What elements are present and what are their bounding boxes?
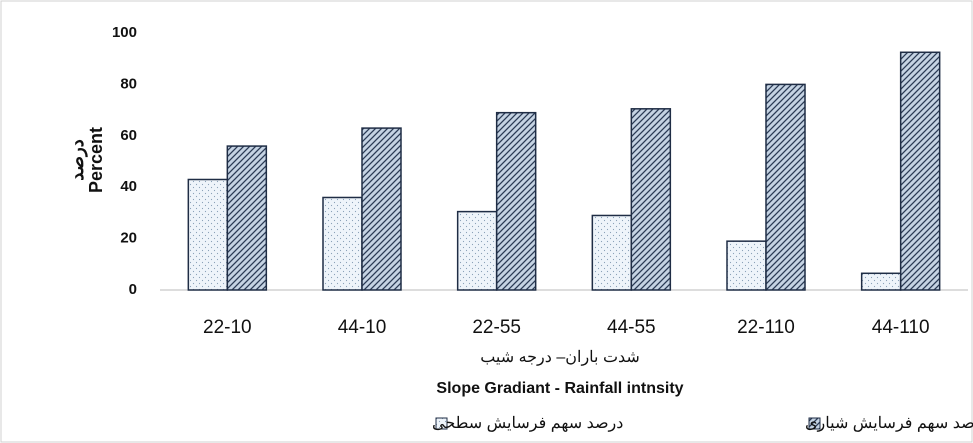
y-axis-title: Percent <box>86 127 106 193</box>
legend-label: درصد سهم فرسایش شیاری <box>805 415 973 432</box>
x-tick-label: 22-10 <box>203 317 252 338</box>
x-axis-title-fa: شدت باران– درجه شیب <box>480 349 640 366</box>
bar <box>187 178 229 291</box>
bar <box>322 196 363 291</box>
legend-swatch <box>435 417 448 430</box>
bar <box>860 272 902 291</box>
bar <box>495 111 537 291</box>
bar <box>765 83 806 291</box>
y-tick-label: 100 <box>112 24 137 41</box>
y-axis-title-fa: درصد <box>67 139 88 180</box>
x-axis-title: Slope Gradiant - Rainfall intnsity <box>436 380 683 397</box>
bar <box>361 127 402 291</box>
bar <box>591 214 633 291</box>
legend-swatch <box>808 417 821 430</box>
x-tick-label: 44-10 <box>338 317 387 338</box>
bar <box>726 240 767 291</box>
x-tick-label: 44-110 <box>872 317 930 338</box>
bar <box>630 108 672 291</box>
y-tick-label: 80 <box>120 75 137 92</box>
y-tick-label: 40 <box>120 178 137 195</box>
x-tick-label: 22-110 <box>737 317 795 338</box>
y-tick-label: 0 <box>129 281 137 298</box>
y-tick-label: 20 <box>120 230 137 247</box>
bar <box>226 145 268 291</box>
x-tick-label: 22-55 <box>472 317 521 338</box>
x-tick-label: 44-55 <box>607 317 656 338</box>
bar <box>456 210 498 291</box>
legend-label: درصد سهم فرسایش سطحی <box>432 415 623 432</box>
bar <box>899 51 941 291</box>
y-tick-label: 60 <box>120 127 137 144</box>
